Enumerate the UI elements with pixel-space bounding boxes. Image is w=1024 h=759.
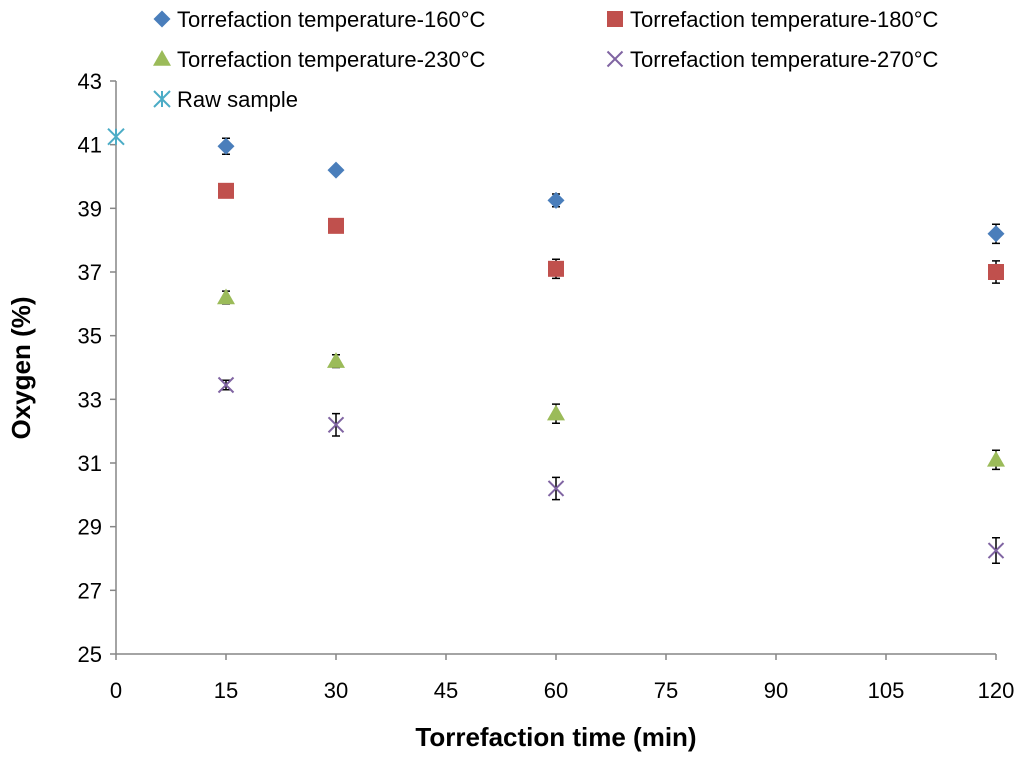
legend-label: Torrefaction temperature-270°C xyxy=(630,47,938,72)
y-tick-label: 33 xyxy=(78,387,102,412)
legend-marker xyxy=(607,11,623,27)
axes: 25 27 29 31 33 35 37 39 41 43 0 15 30 45 60 75 90 105 120 xyxy=(78,69,1015,703)
x-axis-title: Torrefaction time (min) xyxy=(415,722,696,752)
data-point xyxy=(217,288,235,305)
legend-marker xyxy=(153,50,171,66)
x-tick-label: 90 xyxy=(764,678,788,703)
legend-marker xyxy=(606,50,624,68)
legend-label: Torrefaction temperature-230°C xyxy=(177,47,485,72)
x-tick-label: 30 xyxy=(324,678,348,703)
x-tick-label: 45 xyxy=(434,678,458,703)
data-point xyxy=(328,217,344,234)
data-point xyxy=(217,137,235,155)
legend-label: Raw sample xyxy=(177,87,298,112)
y-tick-label: 39 xyxy=(78,196,102,221)
y-tick-label: 35 xyxy=(78,324,102,349)
y-tick-label: 29 xyxy=(78,515,102,540)
legend: Torrefaction temperature-160°C Torrefacti… xyxy=(153,7,938,112)
legend-marker xyxy=(153,90,171,108)
y-tick-label: 43 xyxy=(78,69,102,94)
y-tick-label: 25 xyxy=(78,642,102,667)
data-point xyxy=(987,542,1005,559)
data-point xyxy=(107,128,125,146)
y-axis-title: Oxygen (%) xyxy=(6,296,36,439)
x-tick-label: 15 xyxy=(214,678,238,703)
x-tick-label: 75 xyxy=(654,678,678,703)
y-tick-label: 27 xyxy=(78,578,102,603)
data-point xyxy=(547,191,565,209)
data-point xyxy=(327,416,345,434)
x-tick-label: 0 xyxy=(110,678,122,703)
data-point xyxy=(548,260,564,277)
legend-marker xyxy=(153,10,171,28)
y-tick-label: 31 xyxy=(78,451,102,476)
data-point xyxy=(988,264,1004,280)
data-point xyxy=(547,404,565,421)
data-point xyxy=(327,352,345,368)
x-tick-label: 120 xyxy=(978,678,1015,703)
data-marks xyxy=(107,128,1005,565)
data-point xyxy=(547,480,565,497)
data-point xyxy=(327,161,345,179)
x-tick-label: 105 xyxy=(868,678,905,703)
y-tick-label: 41 xyxy=(78,133,102,158)
data-point xyxy=(218,182,234,199)
legend-label: Torrefaction temperature-180°C xyxy=(630,7,938,32)
data-point xyxy=(987,225,1005,243)
y-tick-label: 37 xyxy=(78,260,102,285)
legend-label: Torrefaction temperature-160°C xyxy=(177,7,485,32)
data-point xyxy=(217,376,235,394)
data-point xyxy=(987,450,1005,467)
x-tick-label: 60 xyxy=(544,678,568,703)
